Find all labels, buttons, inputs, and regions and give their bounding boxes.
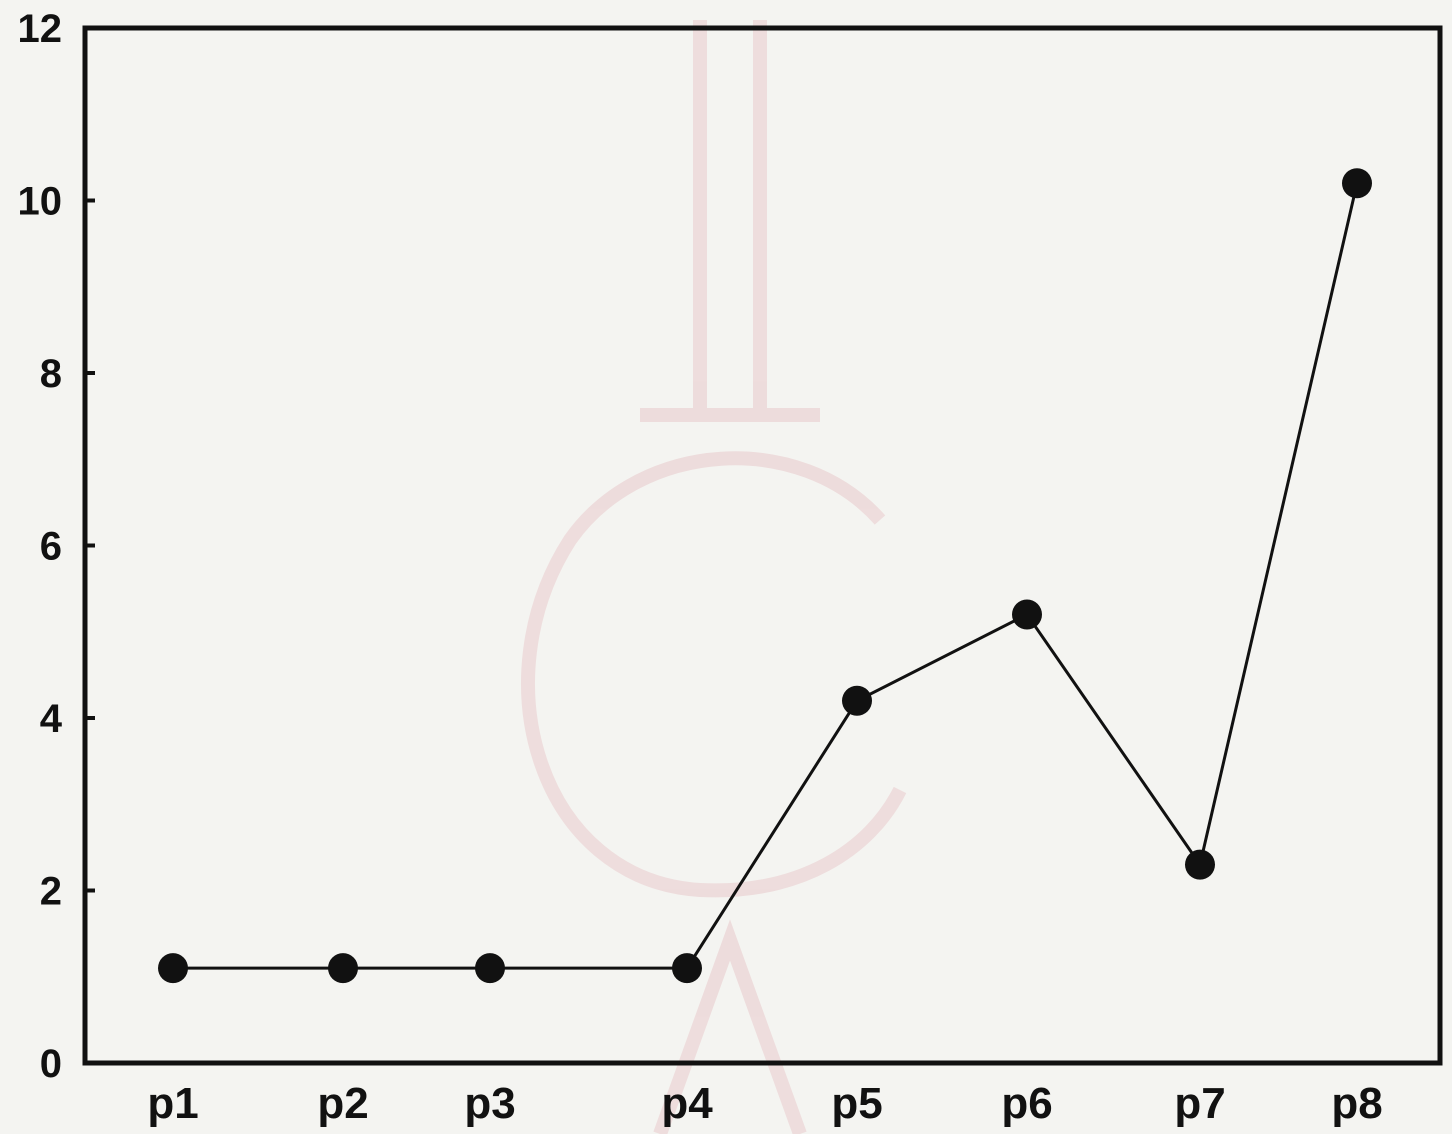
data-point-p7: [1185, 849, 1215, 880]
x-tick-label-p8: p8: [1331, 1079, 1382, 1128]
y-tick-label: 4: [40, 697, 63, 741]
data-point-p1: [158, 953, 188, 984]
data-point-p8: [1342, 168, 1372, 199]
data-point-p2: [328, 953, 358, 984]
x-tick-label-p1: p1: [147, 1079, 198, 1128]
x-tick-label-p7: p7: [1174, 1079, 1225, 1128]
y-tick-label: 6: [40, 525, 62, 569]
data-point-p6: [1012, 599, 1042, 630]
x-tick-label-p4: p4: [661, 1079, 713, 1128]
x-axis-ticks: p1 p2 p3 p4 p5 p6 p7 p8: [147, 1079, 1382, 1128]
watermark-stroke-c: [521, 451, 907, 898]
y-tick-label: 10: [18, 180, 63, 224]
data-point-p3: [475, 953, 505, 984]
x-tick-label-p3: p3: [464, 1079, 515, 1128]
watermark-stroke-i: [640, 20, 820, 422]
y-tick-label: 8: [40, 352, 62, 396]
watermark-stroke-a: [653, 919, 807, 1134]
data-point-p5: [842, 685, 872, 716]
y-tick-label: 0: [40, 1042, 62, 1086]
series-line: [173, 182, 1359, 970]
watermark-monogram: [521, 20, 907, 1134]
y-axis-ticks: 0 2 4 6 8 10 12: [18, 7, 95, 1086]
series-group: [158, 168, 1372, 984]
data-point-p4: [672, 953, 702, 984]
y-tick-label: 12: [18, 7, 63, 51]
x-tick-label-p5: p5: [831, 1079, 882, 1128]
x-tick-label-p6: p6: [1001, 1079, 1052, 1128]
y-tick-label: 2: [40, 870, 62, 914]
x-tick-label-p2: p2: [317, 1079, 368, 1128]
